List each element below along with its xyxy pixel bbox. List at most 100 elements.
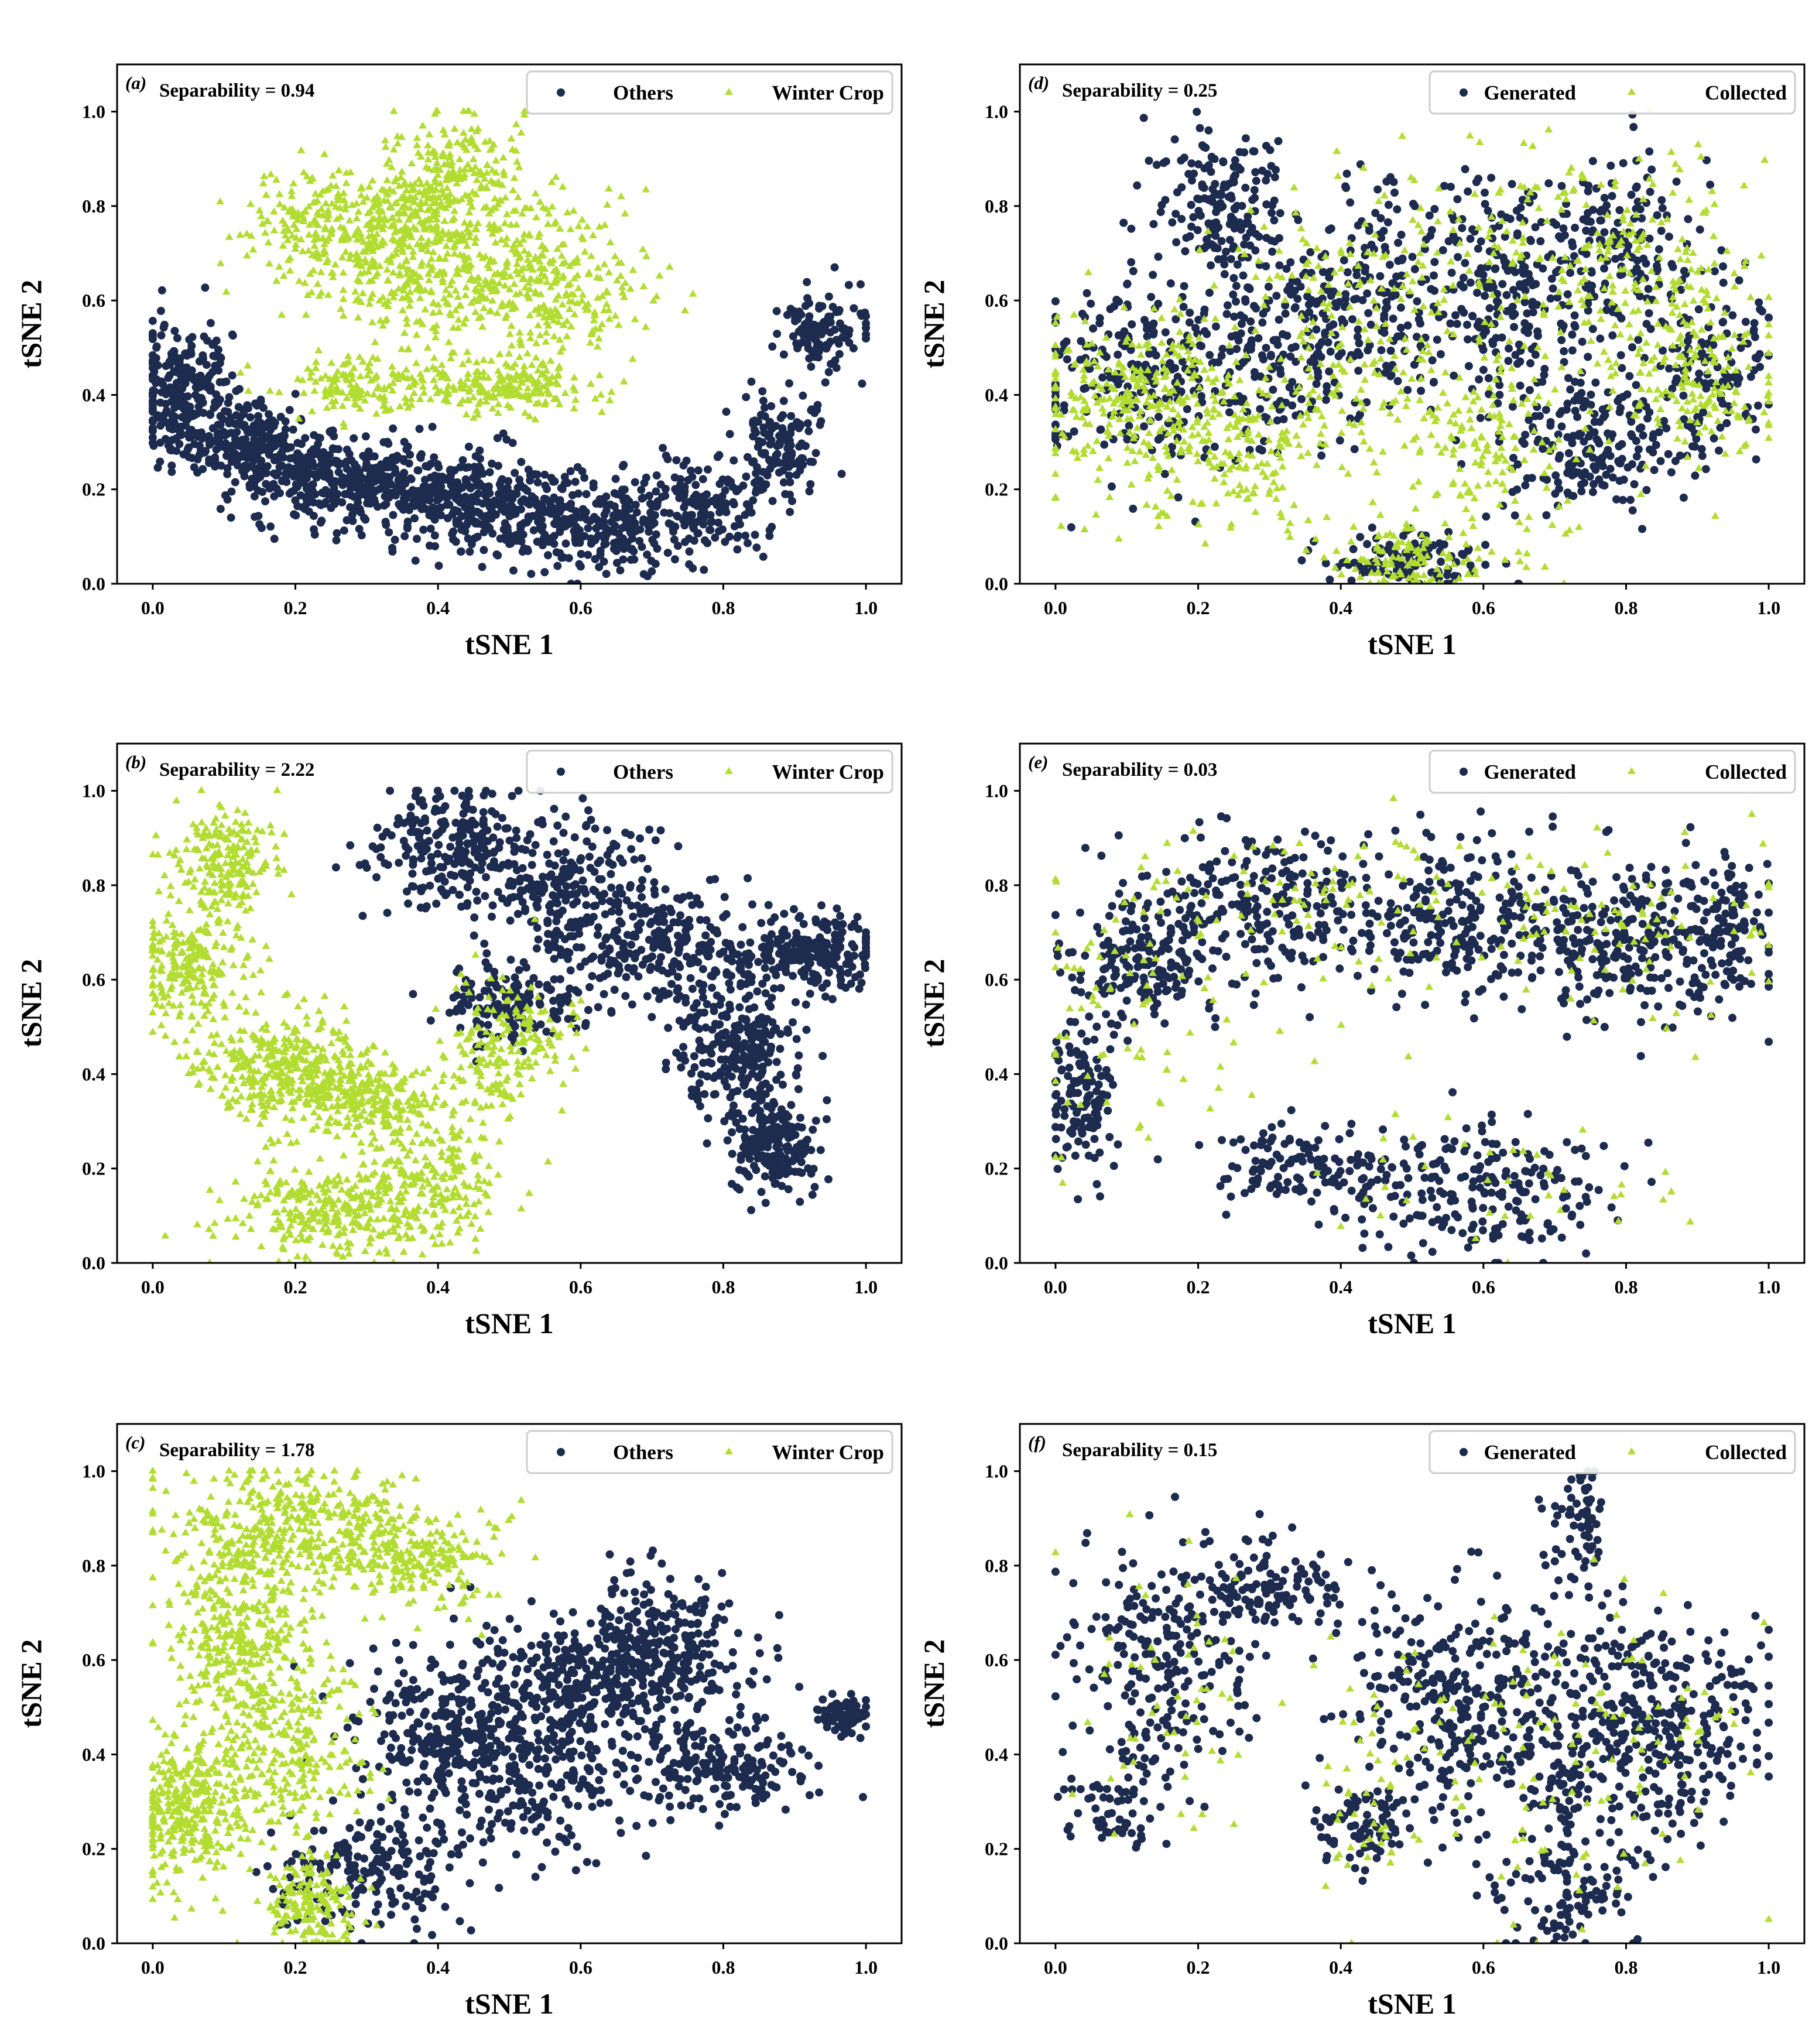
y-tick-label: 0.2 [985, 1158, 1008, 1179]
y-tick-label: 0.4 [985, 384, 1008, 405]
x-tick-label: 0.0 [141, 1957, 165, 1978]
scatter-points [149, 786, 870, 1265]
series-winter-crop [149, 786, 590, 1265]
points-winter-crop [149, 786, 590, 1265]
legend-label-generated: Generated [1484, 81, 1577, 104]
x-tick-label: 0.6 [569, 597, 592, 618]
y-tick-label: 0.4 [82, 384, 105, 405]
y-axis-label: tSNE 2 [15, 959, 47, 1047]
x-axis-label: tSNE 1 [1368, 1307, 1456, 1340]
y-axis-label: tSNE 2 [15, 280, 47, 368]
series-winter-crop [216, 107, 697, 430]
x-tick-label: 0.8 [1614, 1276, 1638, 1297]
series-winter-crop [149, 1467, 540, 1946]
points-collected [1051, 107, 1773, 586]
x-tick-label: 0.4 [426, 1957, 450, 1978]
separability-annotation: Separability = 0.15 [1062, 1440, 1217, 1461]
y-axis-label: tSNE 2 [917, 959, 950, 1047]
x-tick-label: 0.8 [1614, 597, 1638, 618]
scatter-points [149, 107, 870, 588]
panel-e: 0.0 0.2 0.4 0.6 0.8 1.00.00.20.40.60.81.0tSNE… [917, 744, 1804, 1340]
x-tick-label: 1.0 [854, 597, 878, 618]
panel-label: (d) [1028, 73, 1049, 93]
y-tick-label: 0.4 [82, 1744, 105, 1765]
legend: Generated Collected [1430, 751, 1795, 793]
x-axis-label: tSNE 1 [1368, 1987, 1456, 2020]
legend-marker-circle [557, 768, 565, 776]
x-tick-label: 1.0 [1757, 1957, 1780, 1978]
scatter-points [1051, 107, 1773, 588]
x-tick-label: 0.6 [1472, 1276, 1495, 1297]
panel-label: (a) [125, 73, 146, 93]
x-tick-label: 0.4 [1329, 1276, 1352, 1297]
y-tick-label: 0.8 [985, 196, 1008, 217]
panel-d: 0.0 0.2 0.4 0.6 0.8 1.00.00.20.40.60.81.0tSNE… [917, 64, 1804, 660]
y-tick-label: 0.8 [985, 875, 1008, 896]
scatter-points [1051, 794, 1773, 1267]
legend-label-generated: Generated [1484, 1441, 1577, 1464]
y-tick-label: 0.4 [985, 1063, 1008, 1084]
points-collected [1051, 794, 1773, 1265]
series-others [332, 787, 870, 1214]
series-collected [1051, 107, 1773, 586]
legend-label-winter-crop: Winter Crop [772, 1441, 884, 1464]
y-tick-label: 0.6 [82, 290, 105, 311]
legend-marker-circle [557, 88, 565, 97]
y-tick-label: 0.2 [985, 1838, 1008, 1860]
x-tick-label: 0.8 [711, 1957, 735, 1978]
y-tick-label: 0.4 [82, 1063, 105, 1084]
y-tick-label: 0.8 [82, 875, 105, 896]
x-tick-label: 0.6 [569, 1276, 592, 1297]
x-tick-label: 0.6 [1472, 1957, 1495, 1978]
separability-annotation: Separability = 1.78 [159, 1440, 314, 1461]
x-tick-label: 0.8 [711, 597, 735, 618]
x-tick-label: 0.8 [1614, 1957, 1638, 1978]
y-axis-label: tSNE 2 [917, 280, 950, 368]
separability-annotation: Separability = 0.03 [1062, 759, 1217, 780]
y-tick-label: 0.0 [985, 1933, 1008, 1954]
x-tick-label: 0.4 [1329, 1957, 1352, 1978]
y-tick-label: 1.0 [985, 101, 1008, 122]
x-tick-label: 0.6 [1472, 597, 1495, 618]
y-tick-label: 1.0 [985, 780, 1008, 802]
points-others [332, 787, 870, 1214]
y-tick-label: 0.2 [985, 479, 1008, 500]
x-tick-label: 0.0 [1044, 597, 1067, 618]
legend: Generated Collected [1430, 1431, 1795, 1473]
legend: Others Winter Crop [527, 1431, 892, 1473]
y-axis-label: tSNE 2 [917, 1639, 950, 1728]
plot-frame [1020, 744, 1804, 1263]
x-tick-label: 0.4 [1329, 597, 1352, 618]
y-tick-label: 0.6 [82, 969, 105, 990]
y-tick-label: 0.0 [985, 573, 1008, 594]
legend-marker-circle [1460, 88, 1468, 97]
y-tick-label: 0.6 [82, 1649, 105, 1670]
y-tick-label: 0.8 [82, 1555, 105, 1576]
y-tick-label: 0.0 [985, 1252, 1008, 1273]
legend: Generated Collected [1430, 71, 1795, 114]
panel-c: 0.0 0.2 0.4 0.6 0.8 1.00.00.20.40.60.81.0tSNE… [15, 1424, 902, 2020]
x-tick-label: 0.4 [426, 1276, 450, 1297]
legend-label-collected: Collected [1705, 81, 1787, 104]
legend-marker-circle [1460, 768, 1468, 776]
x-axis-label: tSNE 1 [1368, 628, 1456, 660]
separability-annotation: Separability = 0.94 [159, 80, 314, 101]
panel-a: 0.0 0.2 0.4 0.6 0.8 1.00.00.20.40.60.81.0tSNE… [15, 64, 902, 660]
separability-annotation: Separability = 2.22 [159, 759, 314, 780]
x-tick-label: 0.0 [1044, 1957, 1067, 1978]
separability-annotation: Separability = 0.25 [1062, 80, 1217, 101]
y-tick-label: 0.8 [82, 196, 105, 217]
x-tick-label: 1.0 [854, 1276, 878, 1297]
x-tick-label: 0.2 [1187, 1957, 1210, 1978]
panel-label: (f) [1028, 1432, 1046, 1453]
x-tick-label: 1.0 [1757, 597, 1780, 618]
legend: Others Winter Crop [527, 71, 892, 114]
y-tick-label: 1.0 [985, 1461, 1008, 1482]
y-tick-label: 0.0 [82, 1252, 105, 1273]
y-tick-label: 0.6 [985, 969, 1008, 990]
panel-label: (c) [125, 1432, 145, 1453]
y-tick-label: 0.2 [82, 1838, 105, 1860]
x-tick-label: 0.2 [284, 597, 307, 618]
legend-label-collected: Collected [1705, 761, 1787, 783]
x-axis-label: tSNE 1 [465, 1307, 553, 1340]
